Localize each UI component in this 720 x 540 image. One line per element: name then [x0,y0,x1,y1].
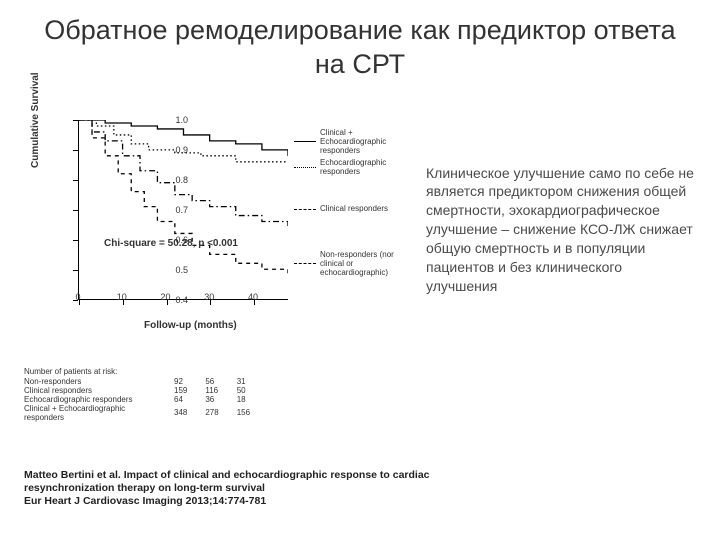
chart-column: Cumulative Survival Follow-up (months) C… [24,108,404,422]
x-tick-label: 40 [248,292,258,302]
risk-row: Non-responders925631 [24,377,268,386]
content-row: Cumulative Survival Follow-up (months) C… [0,88,720,422]
y-axis-title: Cumulative Survival [30,72,41,168]
risk-row: Clinical + Echocardiographic responders3… [24,404,268,422]
legend-swatch [294,209,316,210]
y-tick-label: 0.9 [175,145,188,155]
legend-row: Non-responders (nor clinical or echocard… [294,250,402,278]
legend-label: Echocardiographic responders [320,158,402,176]
page-title: Обратное ремоделирование как предиктор о… [0,0,720,88]
risk-value: 116 [205,386,236,395]
risk-value: 159 [174,386,205,395]
y-tick-label: 1.0 [175,115,188,125]
risk-value: 156 [237,404,268,422]
risk-row: Echocardiographic responders643618 [24,395,268,404]
legend-label: Clinical responders [320,204,388,213]
at-risk-table: Number of patients at risk: Non-responde… [24,367,404,422]
risk-value: 56 [205,377,236,386]
risk-value: 348 [174,404,205,422]
citation: Matteo Bertini et al. Impact of clinical… [24,469,444,508]
legend-label: Non-responders (nor clinical or echocard… [320,250,402,278]
x-tick-label: 20 [160,292,170,302]
citation-line-2: Eur Heart J Cardiovasc Imaging 2013;14:7… [24,495,266,507]
citation-line-1: Matteo Bertini et al. Impact of clinical… [24,469,430,494]
x-tick-label: 30 [204,292,214,302]
risk-value: 64 [174,395,205,404]
legend-row: Echocardiographic responders [294,158,402,176]
risk-value: 36 [205,395,236,404]
legend-swatch [294,263,316,264]
y-tick-label: 0.6 [175,235,188,245]
at-risk-title: Number of patients at risk: [24,367,404,376]
x-tick-label: 0 [75,292,80,302]
chart-legend: Clinical + Echocardiographic responders E… [294,128,402,281]
x-tick-label: 10 [117,292,127,302]
risk-label: Clinical + Echocardiographic responders [24,404,174,422]
risk-label: Non-responders [24,377,174,386]
side-paragraph: Клиническое улучшение само по себе не яв… [426,108,696,422]
risk-value: 50 [237,386,268,395]
risk-label: Echocardiographic responders [24,395,174,404]
legend-swatch [294,141,316,142]
chi-square-text: Chi-square = 50.28, p <0.001 [104,238,238,249]
risk-value: 278 [205,404,236,422]
y-tick-label: 0.8 [175,175,188,185]
survival-chart: Cumulative Survival Follow-up (months) C… [24,108,404,363]
legend-label: Clinical + Echocardiographic responders [320,128,402,156]
legend-row: Clinical responders [294,204,402,213]
risk-row: Clinical responders15911650 [24,386,268,395]
y-tick-label: 0.4 [175,295,188,305]
x-axis-title: Follow-up (months) [144,320,237,331]
y-tick-label: 0.7 [175,205,188,215]
y-tick-label: 0.5 [175,265,188,275]
at-risk-rows: Non-responders925631Clinical responders1… [24,377,268,422]
risk-value: 92 [174,377,205,386]
risk-value: 18 [237,395,268,404]
legend-row: Clinical + Echocardiographic responders [294,128,402,156]
risk-value: 31 [237,377,268,386]
legend-swatch [294,167,316,168]
risk-label: Clinical responders [24,386,174,395]
